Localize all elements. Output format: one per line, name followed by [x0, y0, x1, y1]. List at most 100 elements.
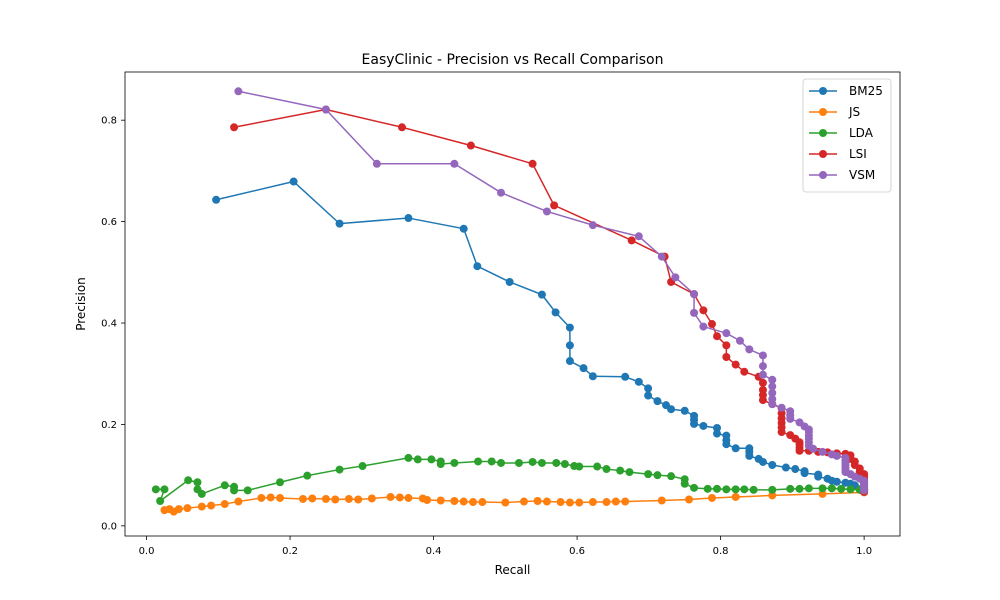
legend-marker-js: [819, 108, 827, 116]
data-point-bm25: [459, 224, 468, 233]
data-point-js: [519, 497, 528, 506]
data-point-lda: [514, 458, 523, 467]
data-point-vsm: [818, 447, 827, 456]
data-point-lda: [713, 484, 722, 493]
y-tick-label: 0.2: [101, 420, 117, 431]
data-point-js: [220, 500, 229, 509]
data-point-lda: [160, 485, 169, 494]
data-point-js: [731, 492, 740, 501]
legend-item-lsi: LSI: [809, 147, 867, 161]
data-point-lda: [731, 485, 740, 494]
data-point-js: [556, 498, 565, 507]
data-point-lda: [593, 462, 602, 471]
data-point-js: [657, 496, 666, 505]
data-point-vsm: [690, 290, 699, 299]
y-tick-label: 0.8: [101, 116, 117, 127]
data-point-vsm: [497, 188, 506, 197]
data-point-bm25: [644, 384, 653, 393]
series-lsi: [230, 105, 869, 496]
data-point-js: [768, 491, 777, 500]
data-point-js: [588, 498, 597, 507]
data-point-js: [478, 498, 487, 507]
legend-marker-lda: [819, 129, 827, 137]
data-point-lda: [220, 481, 229, 490]
data-point-vsm: [758, 351, 767, 360]
data-point-lsi: [230, 123, 239, 132]
plot-area: [151, 87, 869, 516]
data-point-bm25: [335, 219, 344, 228]
data-point-bm25: [212, 195, 221, 204]
legend-label-bm25: BM25: [849, 84, 883, 98]
data-point-js: [257, 493, 266, 502]
data-point-bm25: [699, 421, 708, 430]
data-point-js: [308, 494, 317, 503]
data-point-lda: [644, 470, 653, 479]
data-point-lda: [193, 478, 202, 487]
data-point-bm25: [473, 262, 482, 271]
data-point-vsm: [588, 221, 597, 230]
data-point-lda: [243, 486, 252, 495]
data-point-bm25: [690, 419, 699, 428]
data-point-lda: [436, 459, 445, 468]
data-point-lda: [156, 497, 165, 506]
data-point-vsm: [634, 232, 643, 241]
data-point-lda: [786, 484, 795, 493]
data-point-js: [611, 497, 620, 506]
data-point-js: [276, 493, 284, 502]
data-point-js: [707, 493, 716, 502]
y-tick-label: 0.0: [101, 521, 117, 532]
data-point-bm25: [781, 463, 790, 472]
data-point-lda: [303, 471, 312, 480]
series-line-lsi: [233, 108, 865, 492]
data-point-js: [423, 496, 432, 504]
legend-marker-bm25: [819, 87, 827, 95]
data-point-lda: [575, 462, 584, 471]
data-point-js: [685, 495, 694, 504]
data-point-bm25: [565, 357, 574, 366]
data-point-js: [436, 496, 445, 505]
data-point-lsi: [699, 306, 708, 315]
data-point-bm25: [745, 451, 754, 460]
data-point-bm25: [565, 341, 574, 350]
data-point-bm25: [579, 364, 588, 373]
chart-title: EasyClinic - Precision vs Recall Compari…: [362, 52, 664, 68]
data-point-lsi: [707, 320, 716, 329]
data-point-lda: [560, 459, 569, 468]
data-point-lsi: [777, 428, 786, 437]
legend: BM25 JS LDA LSI VSM: [802, 78, 892, 193]
data-point-js: [367, 494, 376, 503]
data-point-vsm: [745, 345, 754, 354]
data-point-bm25: [791, 465, 800, 474]
data-point-bm25: [722, 440, 731, 449]
data-point-vsm: [690, 308, 699, 317]
data-point-js: [395, 493, 404, 502]
data-point-lda: [827, 484, 836, 493]
data-point-js: [174, 505, 183, 514]
data-point-vsm: [735, 336, 744, 345]
data-point-bm25: [644, 391, 653, 400]
data-point-bm25: [680, 406, 689, 415]
data-point-lsi: [550, 201, 559, 210]
data-point-vsm: [671, 273, 680, 282]
data-point-vsm: [768, 382, 777, 391]
x-tick-label: 0.8: [713, 546, 729, 557]
data-point-js: [565, 498, 574, 507]
data-point-lda: [276, 478, 284, 487]
data-point-lda: [427, 455, 436, 464]
data-point-lda: [197, 489, 206, 498]
data-point-lsi: [722, 341, 731, 350]
data-point-lda: [740, 485, 749, 494]
data-point-vsm: [768, 400, 777, 409]
x-axis-label: Recall: [495, 563, 531, 577]
data-point-bm25: [505, 277, 514, 286]
series-line-vsm: [238, 90, 865, 491]
data-point-lsi: [740, 367, 749, 376]
data-point-vsm: [657, 252, 666, 261]
data-point-js: [542, 497, 551, 506]
data-point-lda: [404, 453, 413, 462]
y-tick-label: 0.6: [101, 217, 117, 228]
data-point-lda: [497, 458, 506, 467]
x-tick-label: 0.0: [139, 546, 155, 557]
data-point-bm25: [667, 405, 676, 414]
data-point-vsm: [809, 444, 818, 453]
